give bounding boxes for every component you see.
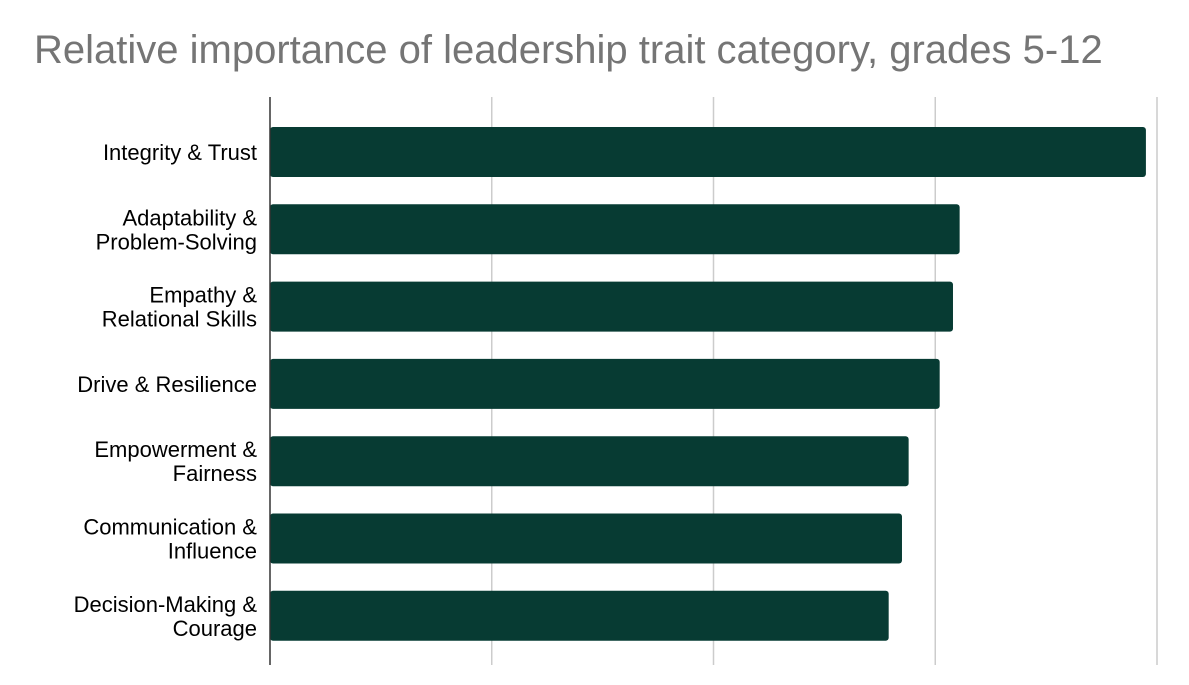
category-label-5: Communication & Influence: [83, 515, 257, 564]
category-label-2-line-0: Empathy &: [149, 283, 257, 308]
category-label-4-line-0: Empowerment &: [94, 437, 257, 462]
category-label-1-line-0: Adaptability &: [122, 205, 257, 230]
bar-6: [270, 590, 889, 641]
category-label-3-line-0: Drive & Resilience: [77, 372, 257, 397]
category-label-6-line-0: Decision-Making &: [74, 592, 258, 617]
bar-3: [270, 358, 940, 409]
chart-title: Relative importance of leadership trait …: [34, 28, 1103, 72]
bar-4: [270, 436, 909, 487]
bar-2: [270, 281, 953, 332]
bars: [270, 127, 1146, 641]
bar-1: [270, 204, 960, 255]
category-labels: Integrity & Trust Adaptability & Problem-S…: [74, 140, 258, 641]
category-label-6: Decision-Making & Courage: [74, 592, 258, 641]
bar-0: [270, 127, 1146, 177]
category-label-3: Drive & Resilience: [77, 372, 257, 397]
category-label-1-line-1: Problem-Solving: [96, 229, 257, 254]
category-label-5-line-0: Communication &: [83, 515, 257, 540]
category-label-5-line-1: Influence: [168, 539, 257, 564]
category-label-2-line-1: Relational Skills: [102, 307, 257, 332]
category-label-2: Empathy & Relational Skills: [102, 283, 258, 332]
category-label-1: Adaptability & Problem-Solving: [96, 205, 258, 254]
category-label-0-line-0: Integrity & Trust: [103, 140, 257, 165]
category-label-6-line-1: Courage: [173, 616, 257, 641]
category-label-4-line-1: Fairness: [173, 461, 257, 486]
category-label-4: Empowerment & Fairness: [94, 437, 257, 486]
category-label-0: Integrity & Trust: [103, 140, 257, 165]
bar-5: [270, 513, 902, 564]
